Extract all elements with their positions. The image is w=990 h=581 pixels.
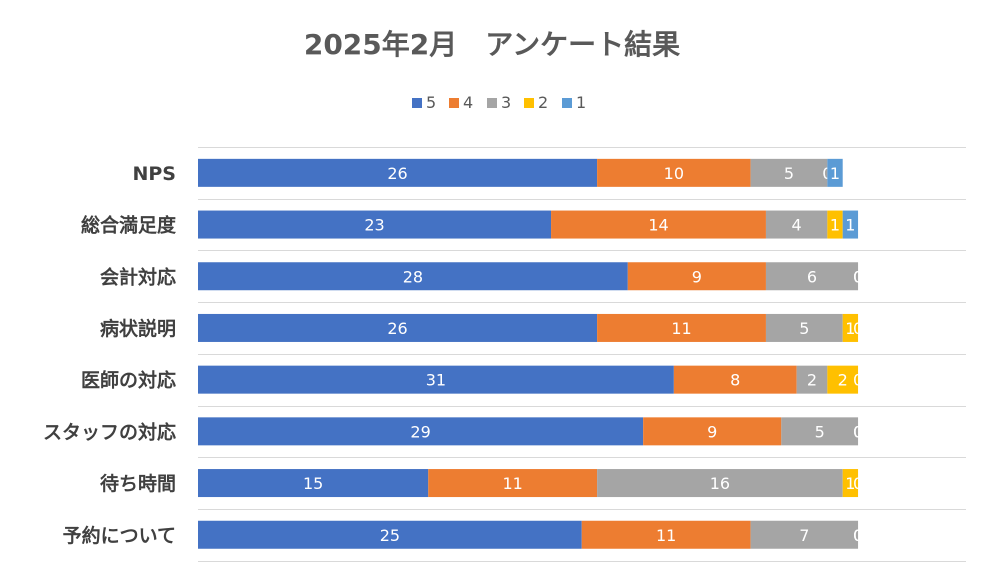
data-label-1: 1 — [845, 216, 855, 235]
data-label-1: 0 — [853, 267, 863, 286]
category-label: 会計対応 — [100, 265, 176, 288]
bar-segment-3 — [781, 417, 859, 446]
legend-swatch-3 — [487, 98, 497, 108]
data-label-4: 8 — [730, 371, 740, 390]
bar-segment-5 — [198, 365, 674, 394]
gridlines — [198, 147, 966, 562]
bar-segment-2 — [827, 210, 843, 239]
bar-segment-4 — [581, 520, 751, 549]
legend-label-4: 4 — [463, 93, 473, 112]
bar-segment-3 — [765, 262, 859, 291]
data-label-1: 0 — [853, 319, 863, 338]
data-label-3: 2 — [807, 371, 817, 390]
data-label-3: 6 — [807, 267, 817, 286]
data-label-5: 26 — [387, 319, 407, 338]
data-label-1: 1 — [830, 164, 840, 183]
data-label-2: 2 — [838, 371, 848, 390]
legend-swatch-5 — [412, 98, 422, 108]
category-label: 病状説明 — [100, 317, 176, 340]
category-label: NPS — [132, 163, 176, 185]
legend-swatch-4 — [449, 98, 459, 108]
data-label-5: 25 — [380, 526, 400, 545]
bar-segment-5 — [198, 520, 582, 549]
data-label-4: 9 — [692, 267, 702, 286]
bar-segment-1 — [842, 210, 859, 239]
legend-swatch-1 — [562, 98, 572, 108]
data-label-1: 0 — [853, 526, 863, 545]
data-label-2: 0 — [853, 526, 863, 545]
legend-swatch-2 — [524, 98, 534, 108]
bar-segment-4 — [673, 365, 797, 394]
legend-label-1: 1 — [576, 93, 586, 112]
data-label-5: 29 — [410, 422, 430, 441]
bar-segment-3 — [796, 365, 828, 394]
data-label-1: 0 — [853, 422, 863, 441]
bar-segment-4 — [627, 262, 766, 291]
bar-segment-5 — [198, 313, 598, 342]
bar-segment-4 — [428, 469, 598, 498]
data-label-5: 26 — [387, 164, 407, 183]
data-label-1: 0 — [853, 371, 863, 390]
bar-segment-2 — [827, 365, 859, 394]
data-label-2: 0 — [853, 267, 863, 286]
bar-segment-4 — [597, 158, 751, 187]
bar-segment-5 — [198, 210, 552, 239]
data-label-5: 31 — [426, 371, 446, 390]
category-label: 医師の対応 — [81, 369, 176, 392]
data-label-4: 9 — [707, 422, 717, 441]
legend-label-2: 2 — [538, 93, 548, 112]
category-label: 予約について — [63, 524, 176, 547]
bar-segment-1 — [827, 158, 843, 187]
data-label-4: 14 — [648, 216, 668, 235]
data-label-3: 5 — [815, 422, 825, 441]
bar-segment-5 — [198, 469, 429, 498]
data-label-3: 7 — [799, 526, 809, 545]
bar-segment-2 — [842, 313, 859, 342]
category-label: 待ち時間 — [100, 472, 176, 495]
data-label-4: 10 — [664, 164, 684, 183]
bar-segment-3 — [765, 210, 828, 239]
bar-segment-5 — [198, 262, 628, 291]
data-label-5: 28 — [403, 267, 423, 286]
legend: 5 4 3 2 1 — [412, 93, 586, 112]
bars: 2610501231441128960026115103182202995001… — [198, 158, 863, 549]
legend-label-5: 5 — [426, 93, 436, 112]
category-label: 総合満足度 — [81, 214, 177, 237]
bar-segment-4 — [551, 210, 766, 239]
data-label-3: 5 — [784, 164, 794, 183]
category-label: スタッフの対応 — [43, 420, 176, 443]
bar-segment-5 — [198, 417, 644, 446]
data-label-3: 4 — [792, 216, 802, 235]
bar-segment-2 — [842, 469, 859, 498]
bar-segment-3 — [765, 313, 843, 342]
data-label-2: 1 — [845, 474, 855, 493]
data-label-2: 0 — [853, 422, 863, 441]
legend-label-3: 3 — [501, 93, 511, 112]
data-label-3: 16 — [710, 474, 730, 493]
data-label-2: 1 — [845, 319, 855, 338]
data-label-4: 11 — [502, 474, 522, 493]
data-label-5: 23 — [364, 216, 384, 235]
bar-segment-3 — [597, 469, 843, 498]
data-label-4: 11 — [671, 319, 691, 338]
bar-segment-4 — [643, 417, 782, 446]
bar-segment-3 — [750, 158, 828, 187]
data-label-5: 15 — [303, 474, 323, 493]
data-label-3: 5 — [799, 319, 809, 338]
bar-segment-5 — [198, 158, 598, 187]
bar-segment-4 — [597, 313, 766, 342]
bar-segment-3 — [750, 520, 859, 549]
data-label-4: 11 — [656, 526, 676, 545]
data-label-1: 0 — [853, 474, 863, 493]
data-label-2: 1 — [830, 216, 840, 235]
chart-title: 2025年2月 アンケート結果 — [304, 28, 680, 61]
